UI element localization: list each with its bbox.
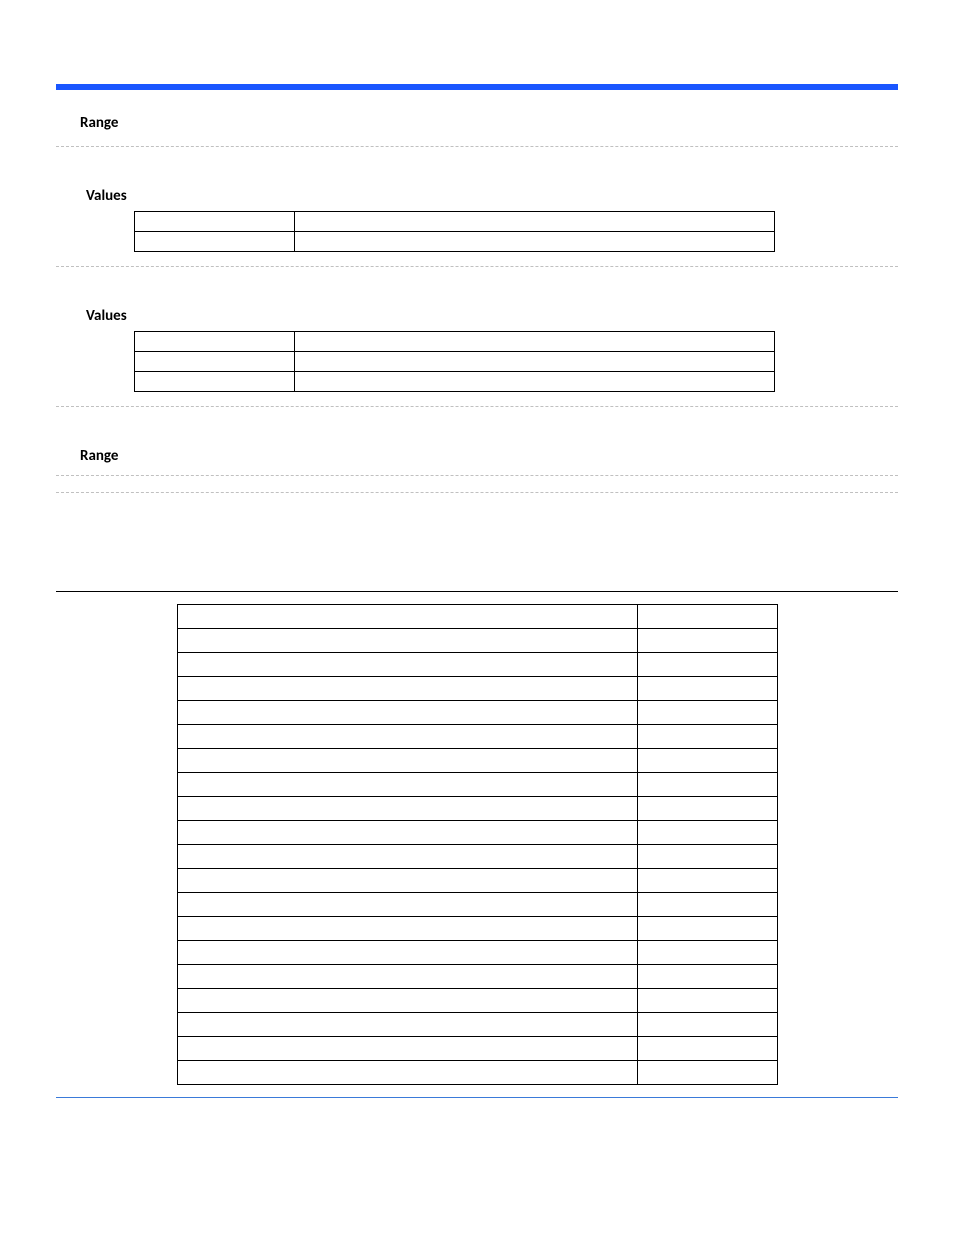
cell [637,1061,777,1085]
table-row [177,989,777,1013]
table-row [177,701,777,725]
cell [177,629,637,653]
cell [637,845,777,869]
cell [637,701,777,725]
table-row [177,749,777,773]
cell [637,917,777,941]
cell [177,869,637,893]
table-row [177,821,777,845]
table-row [177,725,777,749]
top-accent-rule [56,84,898,90]
cell [637,749,777,773]
table-row [177,1013,777,1037]
table-row [177,797,777,821]
cell [135,352,295,372]
cell [177,845,637,869]
cell [295,352,775,372]
bottom-table [177,604,778,1085]
section-label-values-1: Values [86,187,898,205]
bottom-top-rule [56,591,898,592]
cell [135,212,295,232]
table-row [177,1061,777,1085]
cell [637,893,777,917]
cell [177,653,637,677]
table-row [177,1037,777,1061]
cell [177,917,637,941]
cell [177,821,637,845]
table-row [135,352,775,372]
cell [295,212,775,232]
cell [637,797,777,821]
cell [637,653,777,677]
section-divider [56,492,898,493]
cell [177,989,637,1013]
cell [177,725,637,749]
cell [295,332,775,352]
table-row [177,653,777,677]
table-row [135,232,775,252]
section-label-values-2: Values [86,307,898,325]
cell [135,372,295,392]
table-row [177,845,777,869]
cell [177,677,637,701]
cell [177,1013,637,1037]
values-table-1 [134,211,775,252]
cell [637,989,777,1013]
cell [177,701,637,725]
cell [637,629,777,653]
section-divider [56,406,898,407]
cell [177,605,637,629]
table-row [177,629,777,653]
section-divider [56,146,898,147]
cell [637,1037,777,1061]
cell [637,605,777,629]
cell [637,821,777,845]
table-row [177,965,777,989]
section-divider [56,475,898,476]
table-row [177,941,777,965]
cell [637,1013,777,1037]
cell [177,797,637,821]
cell [177,749,637,773]
cell [637,869,777,893]
table-row [177,917,777,941]
cell [637,941,777,965]
bottom-accent-rule [56,1097,898,1098]
table-row [177,869,777,893]
table-row [135,212,775,232]
cell [637,725,777,749]
table-row [177,677,777,701]
table-row [177,893,777,917]
cell [177,1037,637,1061]
cell [637,965,777,989]
table-row [135,372,775,392]
cell [177,1061,637,1085]
cell [637,773,777,797]
values-table-2 [134,331,775,392]
table-row [177,773,777,797]
section-label-range-2: Range [80,447,898,465]
cell [135,332,295,352]
cell [177,893,637,917]
table-row [177,605,777,629]
cell [177,965,637,989]
section-divider [56,266,898,267]
cell [177,773,637,797]
cell [135,232,295,252]
cell [177,941,637,965]
cell [637,677,777,701]
page: Range Values Values [0,0,954,1235]
cell [295,232,775,252]
section-label-range-1: Range [80,114,898,132]
table-row [135,332,775,352]
cell [295,372,775,392]
